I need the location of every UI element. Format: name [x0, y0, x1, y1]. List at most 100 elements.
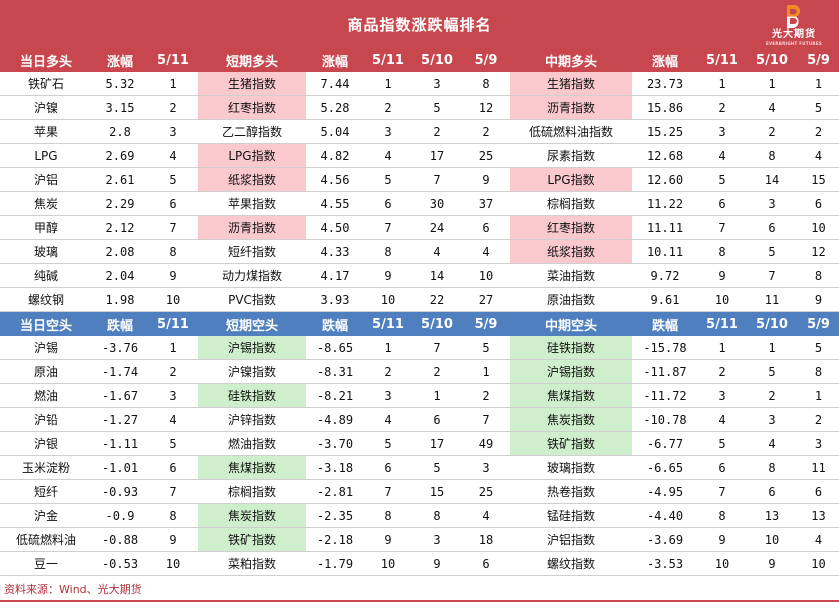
- cell-day-product: 甲醇: [0, 215, 92, 240]
- cell-short-rank-0511: 9: [364, 263, 412, 288]
- cell-short-change: -2.18: [306, 527, 364, 552]
- cell-short-rank-0509: 4: [462, 503, 510, 528]
- cell-mid-rank-0511: 10: [698, 551, 746, 576]
- table-row: 玉米淀粉 -1.01 6 焦煤指数 -3.18 6 5 3 玻璃指数 -6.65 6 8 11: [0, 455, 839, 480]
- cell-short-rank-0511: 7: [364, 215, 412, 240]
- cell-mid-product: 螺纹指数: [510, 551, 632, 576]
- cell-short-rank-0511: 3: [364, 119, 412, 144]
- cell-day-product: 焦炭: [0, 191, 92, 216]
- header-day-change: 涨幅: [92, 48, 148, 72]
- header-mid-rank-0511: 5/11: [698, 48, 746, 72]
- cell-mid-product: 硅铁指数: [510, 336, 632, 360]
- cell-mid-rank-0511: 4: [698, 407, 746, 432]
- cell-short-change: -8.65: [306, 336, 364, 360]
- cell-short-rank-0511: 1: [364, 72, 412, 96]
- cell-mid-rank-0511: 3: [698, 383, 746, 408]
- cell-day-rank-0511: 7: [148, 479, 198, 504]
- ranking-table: 当日多头 涨幅 5/11 短期多头 涨幅 5/11 5/10 5/9 中期多头 涨幅 5/11 5/1…: [0, 48, 839, 576]
- cell-mid-rank-0510: 11: [746, 287, 798, 312]
- cell-short-change: 4.17: [306, 263, 364, 288]
- cell-mid-change: 10.11: [632, 239, 698, 264]
- cell-day-rank-0511: 10: [148, 287, 198, 312]
- cell-short-rank-0511: 4: [364, 407, 412, 432]
- cell-day-change: -0.93: [92, 479, 148, 504]
- cell-short-rank-0509: 9: [462, 167, 510, 192]
- cell-short-rank-0510: 2: [412, 359, 462, 384]
- cell-short-rank-0511: 7: [364, 479, 412, 504]
- cell-short-rank-0511: 10: [364, 287, 412, 312]
- cell-mid-rank-0509: 4: [798, 527, 839, 552]
- cell-day-product: 铁矿石: [0, 72, 92, 96]
- cell-short-product: 焦煤指数: [198, 455, 306, 480]
- cell-short-product: 沪锡指数: [198, 336, 306, 360]
- logo-subtext: EVERBRIGHT FUTURES: [765, 41, 823, 46]
- cell-mid-change: -3.69: [632, 527, 698, 552]
- cell-day-product: 原油: [0, 359, 92, 384]
- cell-day-product: 沪锡: [0, 336, 92, 360]
- cell-short-rank-0510: 17: [412, 431, 462, 456]
- cell-day-change: 2.69: [92, 143, 148, 168]
- cell-day-product: 低硫燃料油: [0, 527, 92, 552]
- cell-short-rank-0510: 14: [412, 263, 462, 288]
- cell-mid-rank-0510: 5: [746, 359, 798, 384]
- header-short-product: 短期多头: [198, 48, 306, 72]
- cell-mid-product: 菜油指数: [510, 263, 632, 288]
- cell-short-product: 沪镍指数: [198, 359, 306, 384]
- cell-mid-rank-0509: 8: [798, 359, 839, 384]
- cell-short-rank-0511: 9: [364, 527, 412, 552]
- cell-mid-rank-0510: 2: [746, 119, 798, 144]
- header-day-change: 跌幅: [92, 311, 148, 336]
- cell-mid-product: 沪铝指数: [510, 527, 632, 552]
- cell-short-rank-0509: 4: [462, 239, 510, 264]
- table-row: 沪锡 -3.76 1 沪锡指数 -8.65 1 7 5 硅铁指数 -15.78 1 1 5: [0, 336, 839, 360]
- cell-day-product: 沪银: [0, 431, 92, 456]
- cell-day-change: -0.88: [92, 527, 148, 552]
- cell-mid-rank-0509: 9: [798, 287, 839, 312]
- cell-day-change: 2.08: [92, 239, 148, 264]
- cell-day-product: 螺纹钢: [0, 287, 92, 312]
- cell-short-product: 纸浆指数: [198, 167, 306, 192]
- table-row: 玻璃 2.08 8 短纤指数 4.33 8 4 4 纸浆指数 10.11 8 5 12: [0, 239, 839, 264]
- cell-short-rank-0509: 7: [462, 407, 510, 432]
- cell-short-rank-0510: 8: [412, 503, 462, 528]
- header-day-rank-0511: 5/11: [148, 311, 198, 336]
- cell-short-rank-0510: 15: [412, 479, 462, 504]
- cell-mid-rank-0509: 15: [798, 167, 839, 192]
- cell-short-product: 沥青指数: [198, 215, 306, 240]
- cell-mid-rank-0509: 1: [798, 383, 839, 408]
- cell-short-rank-0510: 24: [412, 215, 462, 240]
- table-row: 沪铅 -1.27 4 沪锌指数 -4.89 4 6 7 焦炭指数 -10.78 4 3 2: [0, 407, 839, 432]
- cell-short-product: 硅铁指数: [198, 383, 306, 408]
- cell-mid-rank-0510: 14: [746, 167, 798, 192]
- table-row: 豆一 -0.53 10 菜粕指数 -1.79 10 9 6 螺纹指数 -3.53 10 9 10: [0, 551, 839, 576]
- cell-mid-rank-0511: 7: [698, 215, 746, 240]
- cell-short-change: -1.79: [306, 551, 364, 576]
- cell-day-rank-0511: 4: [148, 143, 198, 168]
- cell-day-product: 燃油: [0, 383, 92, 408]
- cell-short-change: 4.82: [306, 143, 364, 168]
- table-row: 纯碱 2.04 9 动力煤指数 4.17 9 14 10 菜油指数 9.72 9 7 8: [0, 263, 839, 288]
- cell-short-change: 5.28: [306, 95, 364, 120]
- cell-day-rank-0511: 4: [148, 407, 198, 432]
- cell-day-rank-0511: 3: [148, 383, 198, 408]
- table-row: 焦炭 2.29 6 苹果指数 4.55 6 30 37 棕榈指数 11.22 6 3 6: [0, 191, 839, 216]
- cell-mid-change: 23.73: [632, 72, 698, 96]
- cell-short-change: 5.04: [306, 119, 364, 144]
- cell-short-product: 乙二醇指数: [198, 119, 306, 144]
- cell-short-rank-0509: 2: [462, 383, 510, 408]
- cell-mid-rank-0509: 3: [798, 431, 839, 456]
- cell-mid-rank-0511: 9: [698, 263, 746, 288]
- cell-mid-product: 焦煤指数: [510, 383, 632, 408]
- cell-short-change: -8.21: [306, 383, 364, 408]
- cell-mid-rank-0511: 10: [698, 287, 746, 312]
- cell-day-rank-0511: 5: [148, 431, 198, 456]
- cell-mid-rank-0510: 6: [746, 479, 798, 504]
- cell-mid-rank-0510: 13: [746, 503, 798, 528]
- cell-short-rank-0510: 22: [412, 287, 462, 312]
- cell-short-product: 焦炭指数: [198, 503, 306, 528]
- cell-mid-product: 棕榈指数: [510, 191, 632, 216]
- cell-mid-rank-0510: 9: [746, 551, 798, 576]
- logo-text: 光大期货: [772, 29, 816, 40]
- cell-short-change: 4.50: [306, 215, 364, 240]
